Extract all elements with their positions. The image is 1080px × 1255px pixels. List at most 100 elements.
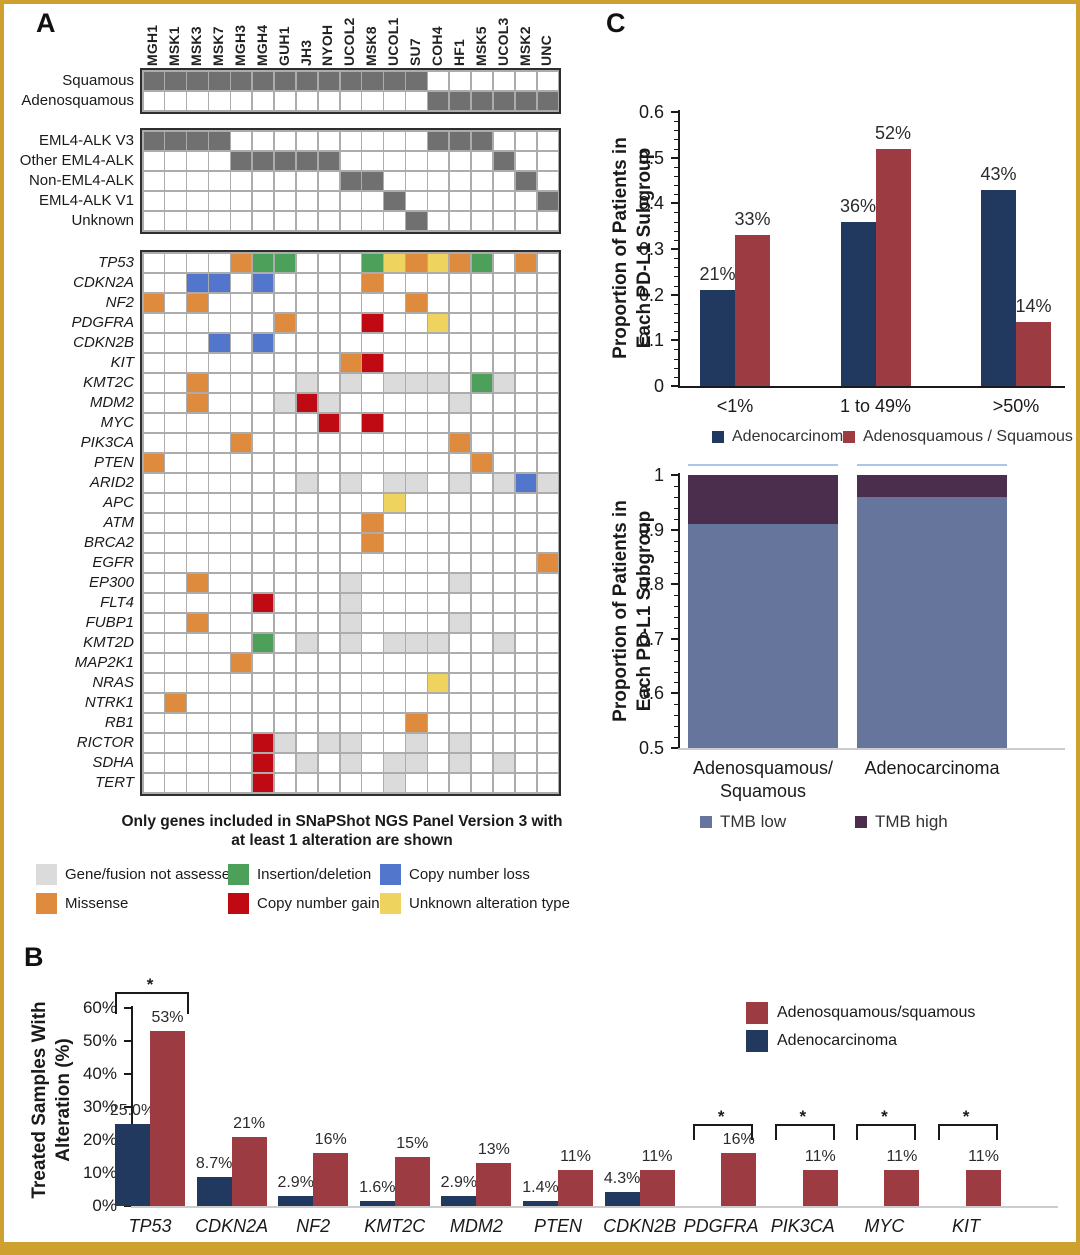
bar-value-label: 1.4% bbox=[522, 1179, 559, 1197]
matrix-cell bbox=[274, 773, 296, 792]
y-axis-minor-tick bbox=[674, 737, 678, 739]
matrix-cell bbox=[515, 553, 537, 572]
matrix-cell bbox=[537, 91, 558, 110]
matrix-cell bbox=[165, 493, 186, 512]
matrix-cell bbox=[252, 91, 274, 110]
matrix-cell bbox=[231, 171, 252, 190]
matrix-cell bbox=[449, 593, 471, 612]
matrix-cell bbox=[384, 91, 405, 110]
matrix-cell bbox=[340, 453, 361, 472]
y-axis-tick bbox=[671, 339, 678, 342]
bar-value-label: 14% bbox=[1015, 296, 1052, 317]
matrix-cell bbox=[143, 673, 164, 692]
matrix-cell bbox=[515, 633, 537, 652]
y-axis-minor-tick bbox=[674, 660, 678, 662]
matrix-cell bbox=[493, 393, 515, 412]
y-axis-minor-tick bbox=[674, 367, 678, 369]
matrix-cell bbox=[209, 191, 230, 210]
matrix-cell bbox=[406, 131, 427, 150]
matrix-cell bbox=[252, 293, 274, 312]
y-axis-minor-tick bbox=[674, 121, 678, 123]
matrix-cell bbox=[165, 733, 186, 752]
row-label: EML4-ALK V3 bbox=[38, 131, 134, 149]
y-axis-tick bbox=[671, 248, 678, 250]
matrix-cell bbox=[384, 533, 405, 552]
matrix-cell bbox=[406, 473, 427, 492]
matrix-cell bbox=[165, 773, 186, 792]
matrix-cell bbox=[449, 713, 471, 732]
matrix-cell bbox=[537, 653, 558, 672]
matrix-cell bbox=[252, 553, 274, 572]
matrix-cell bbox=[209, 413, 230, 432]
bar-tmb-low bbox=[688, 524, 838, 748]
matrix-cell bbox=[318, 171, 340, 190]
matrix-cell bbox=[296, 293, 318, 312]
matrix-cell bbox=[274, 253, 296, 272]
matrix-cell bbox=[231, 373, 252, 392]
matrix-cell bbox=[406, 293, 427, 312]
matrix-cell bbox=[296, 753, 318, 772]
matrix-cell bbox=[231, 593, 252, 612]
row-label: MDM2 bbox=[89, 393, 134, 411]
matrix-cell bbox=[209, 273, 230, 292]
matrix-cell bbox=[515, 91, 537, 110]
matrix-cell bbox=[449, 393, 471, 412]
matrix-cell bbox=[318, 713, 340, 732]
matrix-cell bbox=[428, 713, 449, 732]
matrix-cell bbox=[449, 513, 471, 532]
matrix-cell bbox=[449, 313, 471, 332]
matrix-cell bbox=[318, 693, 340, 712]
y-axis-tick bbox=[671, 583, 678, 586]
matrix-cell bbox=[318, 433, 340, 452]
matrix-cell bbox=[515, 313, 537, 332]
matrix-cell bbox=[384, 273, 405, 292]
matrix-cell bbox=[252, 273, 274, 292]
matrix-cell bbox=[231, 553, 252, 572]
matrix-cell bbox=[471, 273, 493, 292]
matrix-cell bbox=[187, 493, 208, 512]
y-axis-tick-label: 1 bbox=[653, 465, 664, 485]
matrix-cell bbox=[187, 373, 208, 392]
matrix-cell bbox=[187, 733, 208, 752]
y-axis-minor-tick bbox=[674, 715, 678, 717]
matrix-cell bbox=[340, 673, 361, 692]
bar-value-label: 8.7% bbox=[195, 1155, 233, 1173]
matrix-cell bbox=[449, 733, 471, 752]
matrix-cell bbox=[428, 433, 449, 452]
matrix-cell bbox=[449, 171, 471, 190]
bar-value-label: 11% bbox=[641, 1147, 673, 1165]
matrix-cell bbox=[449, 71, 471, 90]
row-label: Other EML4-ALK bbox=[19, 151, 134, 169]
matrix-cell bbox=[471, 513, 493, 532]
matrix-cell bbox=[493, 613, 515, 632]
matrix-cell bbox=[515, 211, 537, 230]
matrix-cell bbox=[471, 753, 493, 772]
matrix-cell bbox=[515, 513, 537, 532]
matrix-cell bbox=[515, 733, 537, 752]
bar-adenocarcinoma bbox=[604, 1191, 640, 1206]
matrix-cell bbox=[493, 191, 515, 210]
matrix-cell bbox=[428, 413, 449, 432]
matrix-cell bbox=[209, 151, 230, 170]
y-axis-minor-tick bbox=[674, 627, 678, 629]
legend-swatch bbox=[746, 1002, 768, 1024]
legend-item-adenocarcinoma: Adenocarcinoma bbox=[746, 1030, 897, 1052]
matrix-cell bbox=[274, 693, 296, 712]
matrix-cell bbox=[340, 733, 361, 752]
matrix-cell bbox=[231, 673, 252, 692]
matrix-cell bbox=[362, 633, 383, 652]
matrix-cell bbox=[406, 313, 427, 332]
matrix-cell bbox=[428, 333, 449, 352]
matrix-cell bbox=[406, 713, 427, 732]
matrix-cell bbox=[209, 293, 230, 312]
matrix-cell bbox=[340, 413, 361, 432]
matrix-cell bbox=[143, 293, 164, 312]
matrix-cell bbox=[515, 151, 537, 170]
matrix-cell bbox=[406, 453, 427, 472]
y-axis-minor-tick bbox=[674, 595, 678, 597]
matrix-cell bbox=[340, 293, 361, 312]
y-axis-minor-tick bbox=[674, 496, 678, 498]
matrix-cell bbox=[187, 753, 208, 772]
matrix-cell bbox=[493, 433, 515, 452]
